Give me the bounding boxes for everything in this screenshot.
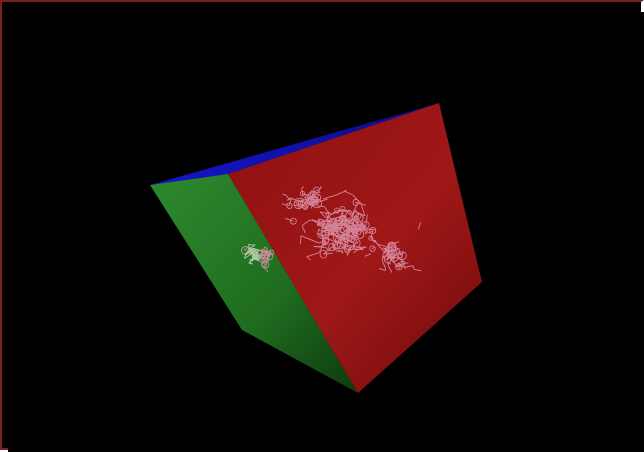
left-face: [150, 174, 358, 393]
front-face: [228, 103, 482, 393]
top-face: [150, 103, 439, 185]
molecule-bonds: [241, 186, 422, 273]
molecule-bonds-left: [243, 243, 261, 265]
molecule-wireframe[interactable]: [241, 186, 422, 273]
3d-scene[interactable]: [8, 12, 644, 452]
3d-viewport[interactable]: [8, 12, 644, 452]
